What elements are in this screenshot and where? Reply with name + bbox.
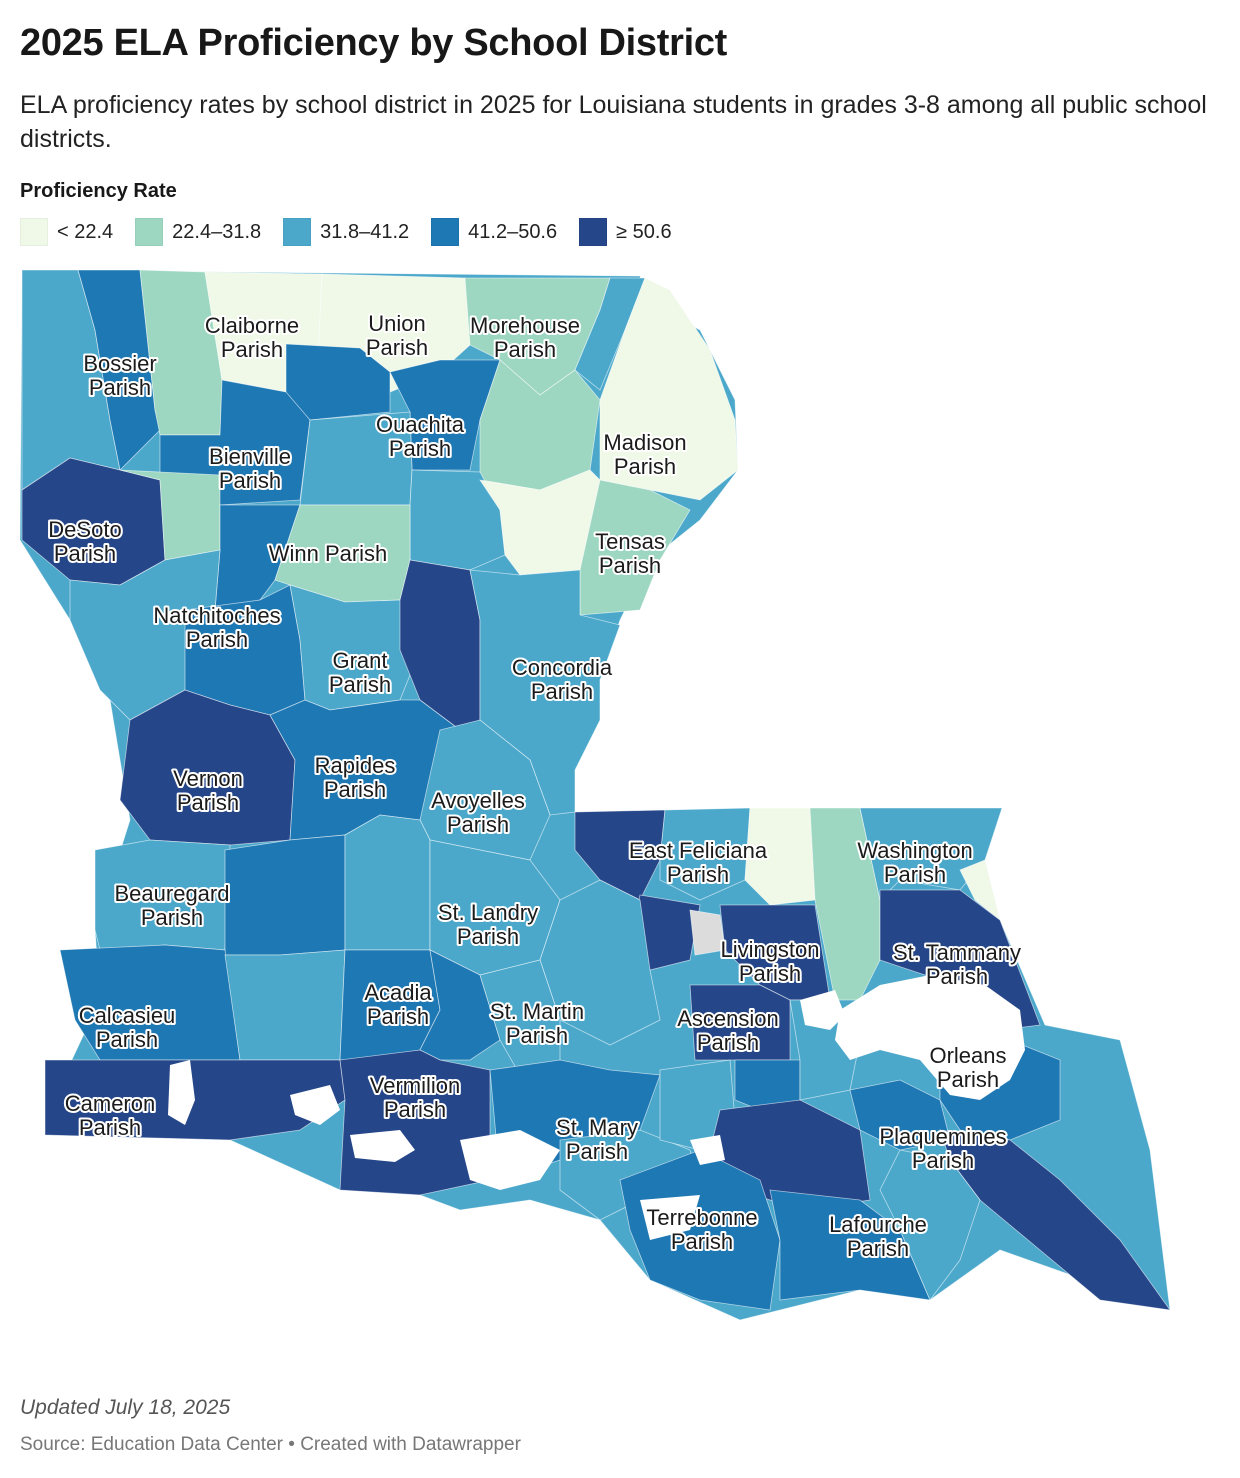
plaquemines-west-region (879, 1149, 981, 1301)
lake-palourde (690, 1135, 725, 1165)
chart-subtitle: ELA proficiency rates by school district… (20, 91, 1207, 153)
parish-label: Orleans Parish (929, 1043, 1006, 1092)
lake-maurepas (800, 990, 845, 1030)
legend-label: < 22.4 (57, 220, 114, 243)
legend-item: 31.8–41.2 (283, 218, 409, 246)
parish-label: Calcasieu Parish (79, 1003, 176, 1052)
legend-label: 41.2–50.6 (468, 220, 558, 243)
legend-item: ≥ 50.6 (579, 218, 672, 246)
parish-label: East Feliciana Parish (629, 838, 768, 887)
parish-label: Bossier Parish (83, 351, 156, 400)
legend-item: 22.4–31.8 (135, 218, 261, 246)
parish-label: Vermilion Parish (370, 1073, 460, 1122)
lake-pontchartrain (835, 975, 1025, 1100)
vermilion-bay (460, 1130, 560, 1190)
parish-label: Livingston Parish (720, 937, 819, 986)
legend-swatch (135, 218, 164, 246)
legend-swatch (431, 218, 460, 246)
parish-label: Winn Parish (269, 541, 388, 566)
parish-label: Acadia Parish (364, 980, 432, 1029)
parish-label: Natchitoches Parish (153, 603, 280, 652)
parish-label: Cameron Parish (65, 1091, 155, 1140)
parish-label: Washington Parish (857, 838, 972, 887)
parish-label: Terrebonne Parish (646, 1205, 757, 1254)
jeff-davis-region (224, 949, 346, 1061)
source-credit: Source: Education Data Center • Created … (20, 1434, 521, 1455)
parish-label: Rapides Parish (315, 753, 396, 802)
calcasieu-lake (168, 1060, 195, 1125)
parish-label: St. Tammany Parish (893, 940, 1021, 989)
parish-label: Madison Parish (603, 430, 686, 479)
chart-title: 2025 ELA Proficiency by School District (20, 22, 728, 64)
parish-label: Morehouse Parish (470, 313, 580, 362)
legend-label: 31.8–41.2 (320, 220, 410, 243)
parish-label: St. Mary Parish (556, 1115, 638, 1164)
parish-regions (19, 269, 1171, 1321)
parish-label: Concordia Parish (512, 655, 613, 704)
legend-label: ≥ 50.6 (616, 220, 672, 243)
white-lake (350, 1130, 415, 1162)
parish-label: Beauregard Parish (115, 881, 230, 930)
parish-label: Vernon Parish (173, 766, 243, 815)
louisiana-map: Claiborne Parish Union Parish Morehouse Paris… (19, 269, 1171, 1321)
parish-label: St. Martin Parish (490, 999, 584, 1048)
parish-label: Ouachita Parish (376, 412, 465, 461)
parish-label: Ascension Parish (677, 1006, 779, 1055)
parish-label: DeSoto Parish (48, 517, 121, 566)
legend-swatch (20, 218, 48, 246)
grand-lake (290, 1085, 340, 1125)
legend-item: 41.2–50.6 (431, 218, 557, 246)
parish-label: Avoyelles Parish (431, 788, 525, 837)
parish-label: St. Landry Parish (438, 900, 538, 949)
east-carroll-madison-region (599, 277, 739, 501)
legend: < 22.4 22.4–31.8 31.8–41.2 41.2–50.6 ≥ 5… (20, 218, 694, 246)
allen-region (224, 834, 346, 956)
legend-title: Proficiency Rate (20, 180, 177, 202)
atchafalaya-bay (640, 1195, 700, 1240)
updated-note: Updated July 18, 2025 (20, 1396, 231, 1419)
legend-label: 22.4–31.8 (172, 220, 262, 243)
parish-label: Union Parish (366, 311, 428, 360)
parish-label: Claiborne Parish (205, 313, 299, 362)
parish-label: Lafourche Parish (829, 1212, 927, 1261)
vermilion-region (339, 1049, 491, 1196)
parish-label: Plaquemines Parish (879, 1124, 1006, 1173)
st-helena-region (744, 807, 816, 906)
parish-label: Bienville Parish (209, 444, 291, 493)
legend-swatch (579, 218, 608, 246)
lafourche-south-region (769, 1189, 931, 1301)
legend-swatch (283, 218, 312, 246)
parish-label: Grant Parish (329, 648, 391, 697)
legend-item: < 22.4 (20, 218, 113, 246)
parish-labels: Claiborne Parish Union Parish Morehouse Paris… (46, 309, 1023, 1263)
parish-label: Tensas Parish (595, 529, 665, 578)
evangeline-region (344, 814, 431, 951)
